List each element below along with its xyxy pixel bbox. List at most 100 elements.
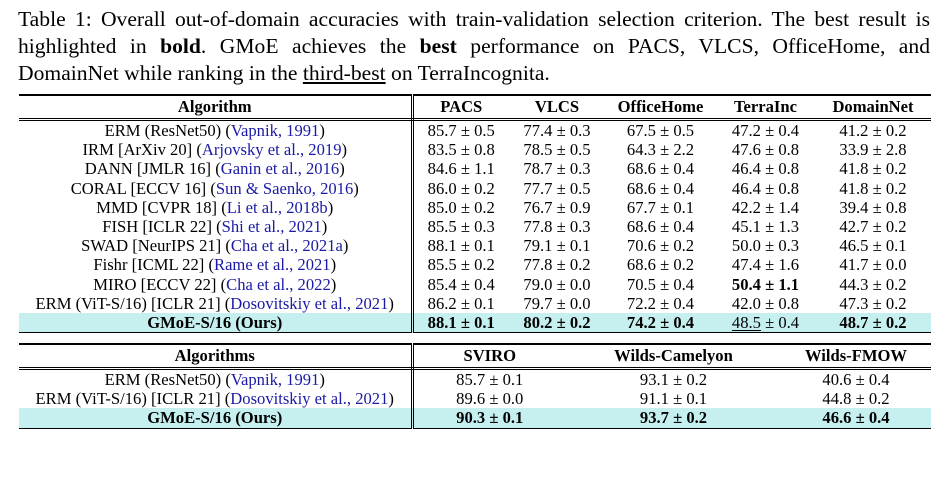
value-cell: 42.0 ± 0.8 — [731, 293, 800, 313]
value-cell: 42.2 ± 1.4 — [731, 197, 800, 217]
column-header: DomainNet — [815, 94, 931, 121]
value-cell: 42.7 ± 0.2 — [839, 217, 907, 237]
table-row: ERM (ViT-S/16) [ICLR 21] (Dosovitskiy et… — [19, 389, 931, 409]
citation-link[interactable]: Dosovitskiy et al., 2021 — [230, 389, 388, 408]
value-cell: 45.1 ± 1.3 — [731, 217, 800, 237]
algorithm-cell: SWAD [NeurIPS 21] (Cha et al., 2021a) — [19, 236, 414, 256]
value-cell: 78.5 ± 0.5 — [523, 140, 591, 160]
value-cell: 90.3 ± 0.1 — [412, 408, 566, 429]
value-cell: 91.1 ± 0.1 — [639, 389, 708, 409]
value-cell: 40.6 ± 0.4 — [822, 370, 890, 389]
column-header: TerraInc — [716, 94, 815, 121]
citation-text[interactable]: Dosovitskiy et al., 2021 — [230, 389, 389, 409]
paren: ) — [327, 197, 334, 217]
value-cell: 74.2 ± 0.4 — [605, 313, 716, 334]
table-caption: Table 1: Overall out-of-domain accuracie… — [18, 6, 930, 87]
value-cell: 68.6 ± 0.4 — [626, 178, 695, 198]
caption-text-1: Table 1: Overall out-of-domain accuracie… — [18, 7, 930, 58]
paren: ( — [220, 274, 227, 294]
value-cell: 70.6 ± 0.2 — [626, 236, 695, 256]
algorithm-name: MMD [CVPR 18] — [96, 197, 222, 217]
paren: ) — [388, 389, 394, 409]
caption-text-3: performance on PACS, VLCS, OfficeHome, a… — [18, 34, 930, 85]
paren: ) — [319, 370, 325, 389]
algorithm-name: ERM (ResNet50) — [104, 121, 226, 140]
value-cell: 33.9 ± 2.8 — [839, 140, 907, 160]
value-cell: 85.4 ± 0.4 — [427, 274, 495, 294]
citation-text[interactable]: Arjovsky et al., 2019 — [201, 140, 342, 160]
citation-text[interactable]: Rame et al., 2021 — [214, 255, 331, 275]
value-cell: 72.2 ± 0.4 — [626, 293, 695, 313]
table-header-row: Algorithms SVIRO Wilds-Camelyon Wilds-FM… — [19, 343, 931, 370]
value-cell: 50.0 ± 0.3 — [731, 236, 800, 256]
citation-link[interactable]: Ganin et al., 2016 — [221, 159, 339, 178]
citation-text[interactable]: Cha et al., 2022 — [226, 274, 331, 294]
algorithm-name: IRM [ArXiv 20] — [82, 140, 197, 160]
algorithm-cell: ERM (ResNet50) (Vapnik, 1991) — [19, 368, 414, 390]
algorithm-name: ERM (ResNet50) — [104, 370, 226, 389]
citation-text[interactable]: Vapnik, 1991 — [230, 370, 320, 389]
value-cell: 70.5 ± 0.4 — [626, 274, 695, 294]
value-cell: 46.6 ± 0.4 — [781, 408, 931, 429]
citation-link[interactable]: Shi et al., 2021 — [222, 217, 322, 236]
value-cell: 77.4 ± 0.3 — [523, 121, 591, 140]
underlined-value: 48.5 — [731, 313, 761, 333]
citation-link[interactable]: Rame et al., 2021 — [214, 255, 331, 274]
column-header: Wilds-Camelyon — [566, 343, 781, 370]
citation-link[interactable]: Sun & Saenko, 2016 — [216, 179, 353, 198]
algorithm-name: ERM (ViT-S/16) [ICLR 21] — [35, 389, 225, 409]
column-header: PACS — [412, 94, 509, 121]
value-cell: 47.3 ± 0.2 — [839, 293, 907, 313]
citation-text[interactable]: Li et al., 2018b — [226, 197, 328, 217]
citation-text[interactable]: Vapnik, 1991 — [230, 121, 320, 140]
value-cell: 46.4 ± 0.8 — [731, 159, 800, 179]
value-cell: 77.7 ± 0.5 — [523, 178, 591, 198]
value-cell: 46.5 ± 0.1 — [839, 236, 907, 256]
value-cell: 93.7 ± 0.2 — [566, 408, 781, 429]
value-cell: 85.7 ± 0.1 — [456, 370, 524, 389]
value-cell: 48.5 ± 0.4 — [716, 313, 815, 334]
value-cell: 80.2 ± 0.2 — [509, 313, 605, 334]
table-row: MMD [CVPR 18] (Li et al., 2018b) 85.0 ± 0… — [19, 197, 931, 218]
citation-link[interactable]: Vapnik, 1991 — [231, 370, 320, 389]
value-cell: 68.6 ± 0.4 — [626, 159, 695, 179]
paren: ( — [225, 121, 231, 140]
algorithm-name: ERM (ViT-S/16) [ICLR 21] — [35, 293, 225, 313]
paren: ) — [330, 274, 337, 294]
paren: ) — [388, 293, 394, 313]
value-cell: 47.6 ± 0.8 — [731, 140, 800, 160]
value-cell: 77.8 ± 0.3 — [523, 217, 591, 237]
citation-link[interactable]: Vapnik, 1991 — [231, 121, 320, 140]
paren: ( — [210, 178, 216, 198]
citation-link[interactable]: Cha et al., 2021a — [231, 236, 343, 255]
citation-link[interactable]: Li et al., 2018b — [227, 198, 328, 217]
citation-text[interactable]: Cha et al., 2021a — [230, 236, 343, 256]
value-cell: 79.1 ± 0.1 — [523, 236, 591, 256]
paren: ( — [224, 293, 231, 313]
value-cell: 41.7 ± 0.0 — [839, 255, 907, 275]
citation-link[interactable]: Arjovsky et al., 2019 — [202, 140, 342, 159]
citation-text[interactable]: Ganin et al., 2016 — [220, 159, 340, 179]
paren: ) — [353, 178, 359, 198]
paren: ( — [225, 370, 231, 389]
citation-text[interactable]: Dosovitskiy et al., 2021 — [230, 293, 389, 313]
citation-text[interactable]: Shi et al., 2021 — [221, 217, 322, 237]
algorithm-name: GMoE-S/16 (Ours) — [19, 313, 414, 334]
value-cell: 85.7 ± 0.5 — [427, 121, 495, 140]
caption-best-word: best — [419, 34, 457, 58]
value-cell: 46.4 ± 0.8 — [731, 178, 800, 198]
citation-link[interactable]: Dosovitskiy et al., 2021 — [230, 294, 388, 313]
paren: ) — [321, 217, 328, 237]
citation-text[interactable]: Sun & Saenko, 2016 — [215, 178, 354, 198]
algorithm-name: DANN [JMLR 16] — [84, 159, 216, 179]
value-cell: 85.5 ± 0.3 — [427, 217, 495, 237]
caption-bold-word: bold — [160, 34, 201, 58]
value-cell: 78.7 ± 0.3 — [523, 159, 591, 179]
value-cell: 86.0 ± 0.2 — [427, 178, 495, 198]
value-cell: 41.8 ± 0.2 — [839, 178, 907, 198]
value-cell: 85.5 ± 0.2 — [427, 255, 495, 275]
algorithm-cell: DANN [JMLR 16] (Ganin et al., 2016) — [19, 159, 414, 179]
citation-link[interactable]: Cha et al., 2022 — [226, 275, 331, 294]
column-header: SVIRO — [412, 343, 566, 370]
value-cell: 85.0 ± 0.2 — [427, 197, 495, 217]
